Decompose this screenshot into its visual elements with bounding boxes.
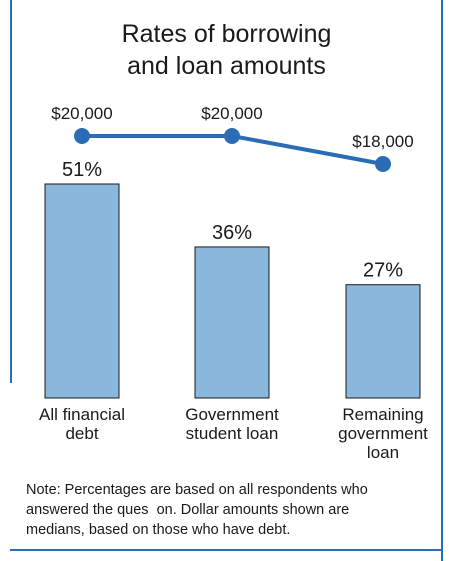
- bar-value-label-1: 51%: [62, 159, 102, 181]
- note-line-1: Note: Percentages are based on all respo…: [26, 482, 368, 498]
- category-label-3-line-1: Remaining: [342, 405, 423, 424]
- median-amount-point-3: [375, 156, 391, 172]
- bar-1: [44, 183, 120, 399]
- bar-2: [194, 246, 270, 399]
- median-amount-point-2: [224, 128, 240, 144]
- frame-bottom-rule: [10, 549, 443, 551]
- category-label-2-line-2: student loan: [186, 424, 279, 443]
- frame-left-rule: [10, 0, 12, 383]
- bar-3: [345, 284, 421, 399]
- note-line-2: answered the ques on. Dollar amounts sho…: [26, 502, 350, 518]
- median-amount-label-2: $20,000: [201, 104, 262, 123]
- bar-value-label-3: 27%: [363, 260, 403, 282]
- chart-title-line-1: Rates of borrowing: [121, 20, 332, 48]
- category-label-2-line-1: Government: [185, 405, 279, 424]
- median-amount-label-1: $20,000: [51, 104, 112, 123]
- frame-right-rule: [441, 0, 443, 561]
- category-label-1-line-2: debt: [65, 424, 98, 443]
- note-line-3: medians, based on those who have debt.: [26, 522, 291, 538]
- bar-value-label-2: 36%: [212, 222, 252, 244]
- median-amount-point-1: [74, 128, 90, 144]
- chart-title: Rates of borrowing and loan amounts: [12, 18, 441, 82]
- chart-title-line-2: and loan amounts: [127, 52, 326, 80]
- chart-note: Note: Percentages are based on all respo…: [26, 480, 436, 540]
- category-label-3-line-2: government: [338, 424, 428, 443]
- category-label-1-line-1: All financial: [39, 405, 125, 424]
- category-label-3-line-3: loan: [367, 443, 399, 462]
- median-amount-label-3: $18,000: [352, 132, 413, 151]
